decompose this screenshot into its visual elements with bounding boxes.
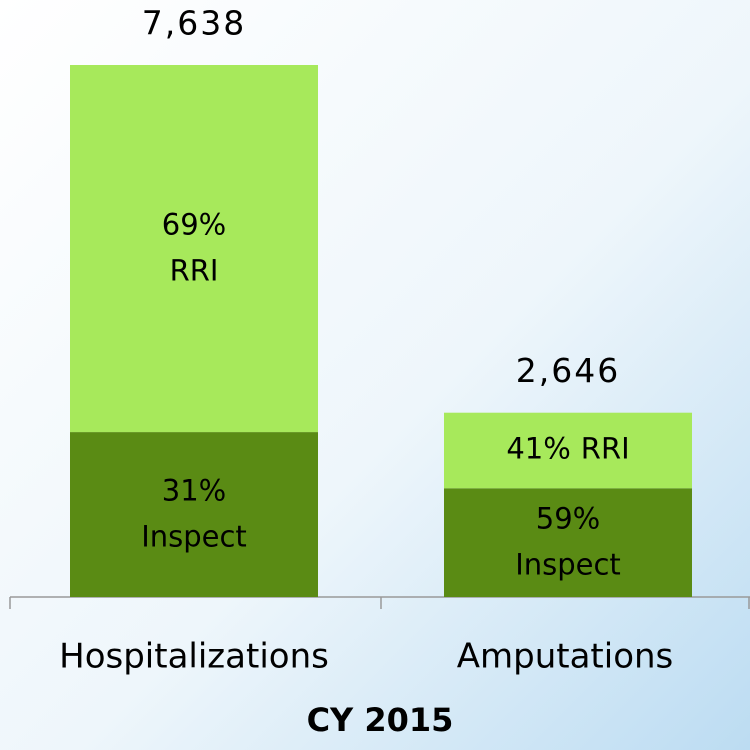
x-tick-label: Hospitalizations bbox=[59, 637, 329, 677]
segment-label: 41% RRI bbox=[506, 431, 629, 465]
x-tick-label: Amputations bbox=[457, 637, 674, 677]
bar-segment bbox=[70, 432, 318, 597]
bar-segment bbox=[444, 488, 692, 597]
segment-name: RRI bbox=[581, 431, 630, 465]
segment-name: RRI bbox=[170, 254, 219, 288]
segment-value: 41% bbox=[506, 431, 570, 465]
total-label: 7,638 bbox=[142, 4, 246, 43]
segment-label: 59% Inspect bbox=[515, 502, 621, 582]
x-axis-label: CY 2015 bbox=[307, 701, 454, 739]
segment-value: 69% bbox=[162, 208, 226, 242]
bar-segment bbox=[444, 412, 692, 489]
segment-name: Inspect bbox=[515, 548, 621, 582]
segment-value: 31% bbox=[162, 474, 226, 508]
segment-label: 69% RRI bbox=[162, 208, 226, 288]
total-label: 2,646 bbox=[516, 351, 620, 390]
segment-name: Inspect bbox=[141, 520, 247, 554]
bar-segment bbox=[70, 65, 318, 433]
segment-label: 31% Inspect bbox=[141, 474, 247, 554]
segment-value: 59% bbox=[536, 502, 600, 536]
